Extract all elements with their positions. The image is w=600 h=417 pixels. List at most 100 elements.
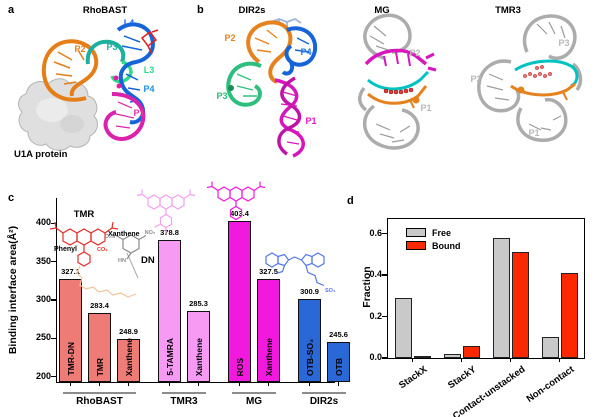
panel-a: a RhoBAST L4	[0, 0, 195, 178]
c-bar-inner-label: Xanthene	[193, 337, 204, 376]
d-bar-bound	[462, 345, 480, 358]
p1-helix-ribbon	[274, 76, 305, 158]
c-x-tick-mark	[267, 382, 269, 386]
label-P3: P3	[558, 38, 569, 48]
cyan-segment	[367, 70, 430, 91]
d-bar-bound	[511, 252, 529, 358]
label-P4: P4	[300, 47, 311, 57]
legend-swatch	[406, 241, 426, 250]
d-bar-free	[443, 353, 461, 358]
d-bar-bound	[413, 355, 431, 358]
p1-stem-ribbon	[103, 92, 146, 141]
tmr3-title: TMR3	[495, 5, 521, 16]
panel-a-tag: a	[8, 4, 15, 16]
c-bar: ROS	[228, 220, 251, 382]
c-x-tick-mark	[197, 382, 199, 386]
c-bar-inner-label: Xanthene	[123, 337, 134, 376]
label-P2: P2	[409, 48, 420, 58]
magenta-segment	[364, 48, 437, 72]
c-bar-value: 403.4	[230, 208, 249, 218]
panel-b-mg: MG P2 P1	[340, 0, 465, 178]
c-bar-inner-label: 5-TAMRA	[164, 338, 175, 376]
tmr-ligand-sticks	[140, 29, 159, 55]
c-group-underline	[232, 392, 276, 394]
c-x-tick-mark	[98, 382, 100, 386]
panel-c: c Binding interface area(Å²) 200 250 300 35…	[0, 180, 350, 417]
gray-stems	[477, 14, 583, 142]
mg-structure: P2 P1	[358, 13, 437, 150]
d-plot-area: Free Bound 0.0 0.2 0.4 0.6 StackX StackY Contac…	[369, 218, 585, 417]
d-y-tick-mark	[382, 357, 388, 359]
d-x-tick-mark	[558, 358, 561, 362]
c-group-label: MG	[245, 396, 263, 407]
label-L4: L4	[124, 18, 135, 28]
cyan-segment	[514, 59, 579, 88]
c-bar-inner-label: Xanthene	[263, 337, 274, 376]
c-x-tick-mark	[69, 382, 71, 386]
d-bar-free	[492, 237, 510, 358]
c-y-axis-label: Binding interface area(Å²)	[7, 225, 19, 355]
d-y-tick-label: 0.4	[369, 269, 382, 279]
c-y-tick-label: 200	[35, 370, 51, 381]
tmr3-structure: P3 P2 P1	[470, 14, 583, 142]
p3-stem-ribbon	[85, 39, 126, 65]
d-y-tick-mark	[382, 315, 388, 318]
legend-item-free: Free	[406, 227, 496, 239]
p2-stem-ribbon	[41, 39, 99, 102]
label-P3: P3	[216, 91, 227, 101]
label-P2: P2	[224, 33, 235, 43]
p4-stem-ribbon	[281, 26, 318, 76]
label-P1: P1	[420, 103, 431, 113]
legend-label: Free	[432, 228, 452, 238]
c-bar: TMR-DN	[59, 279, 82, 382]
c-bar-inner-label: ROS	[234, 357, 245, 376]
rhobast-structure: L4 P2 P3 L3 P4 P1 U1A protein	[14, 18, 159, 160]
legend-label: Bound	[432, 241, 461, 251]
c-x-tick-mark	[238, 382, 240, 386]
d-x-tick-mark	[411, 358, 414, 362]
c-group-underline	[63, 392, 136, 394]
dir2s-structure: P2 P4 P3 P1	[216, 17, 318, 158]
c-bar-value: 245.6	[329, 329, 348, 339]
p3-stem-ribbon	[226, 61, 262, 107]
c-y-tick-mark	[51, 222, 57, 225]
orange-segment	[510, 82, 576, 101]
dir2s-title: DIR2s	[238, 5, 266, 16]
c-bar: OTB-SO₃	[298, 299, 321, 382]
c-y-tick-label: 300	[35, 293, 51, 304]
label-P3: P3	[106, 42, 117, 52]
c-x-tick-mark	[168, 382, 170, 386]
legend-item-bound: Bound	[406, 240, 496, 252]
panel-b-dir2s: b DIR2s P2 P4 P3	[195, 0, 340, 178]
c-bar-inner-label: TMR	[94, 357, 105, 376]
c-y-tick-mark	[51, 299, 57, 301]
d-x-tick-mark	[509, 358, 512, 362]
c-y-tick-label: 350	[35, 255, 51, 266]
panel-a-title: RhoBAST	[82, 5, 128, 16]
d-x-tick-mark	[460, 358, 463, 362]
panel-d: d Fraction Free Bound 0.0 0.2 0.4 0.6 StackX S…	[335, 185, 600, 417]
c-bar: Xanthene	[257, 278, 280, 382]
gray-basepairs	[486, 21, 566, 131]
d-bar-bound	[560, 272, 578, 358]
panel-b-tmr3: TMR3 P3 P2 P1	[465, 0, 600, 178]
panel-d-tag: d	[347, 195, 354, 207]
label-P1: P1	[305, 116, 316, 126]
label-P2: P2	[74, 44, 85, 54]
panel-c-tag: c	[8, 192, 15, 204]
panel-b-tag: b	[197, 4, 204, 16]
c-bar: Xanthene	[117, 337, 140, 382]
c-group-underline	[162, 392, 206, 394]
c-bar-value: 285.3	[189, 299, 208, 309]
label-P1: P1	[133, 108, 144, 118]
orange-segment	[367, 85, 428, 109]
mg-ligand-beads	[383, 87, 414, 95]
c-bar: OTB	[327, 341, 350, 382]
c-bar: TMR	[88, 312, 111, 382]
c-x-tick-mark	[308, 382, 310, 386]
d-bar-free	[541, 337, 559, 358]
label-L3: L3	[144, 65, 155, 75]
tmr-ligand-beads	[522, 64, 553, 79]
c-bar-value: 300.9	[300, 287, 319, 297]
